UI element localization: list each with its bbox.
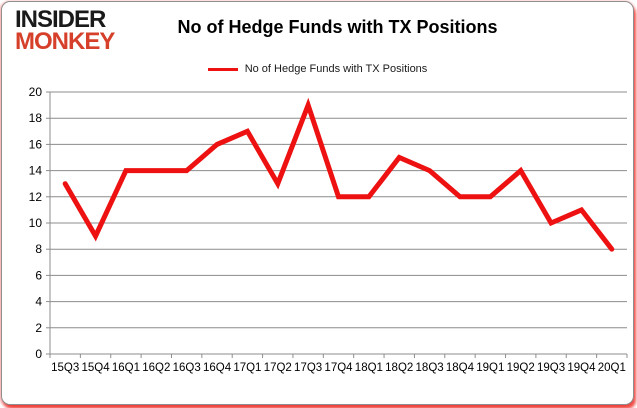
y-axis-labels: 0 2 4 6 8 10 12 14 16 18 20: [29, 85, 43, 361]
legend-label: No of Hedge Funds with TX Positions: [244, 63, 428, 75]
svg-text:16Q2: 16Q2: [142, 362, 170, 374]
svg-text:19Q2: 19Q2: [507, 362, 535, 374]
svg-text:18: 18: [29, 111, 43, 125]
svg-text:16Q1: 16Q1: [112, 362, 140, 374]
svg-text:2: 2: [35, 321, 42, 335]
svg-text:8: 8: [35, 242, 42, 256]
y-gridlines: [50, 91, 627, 355]
svg-text:14: 14: [29, 164, 43, 178]
svg-text:18Q4: 18Q4: [446, 362, 475, 374]
svg-text:17Q3: 17Q3: [294, 362, 322, 374]
logo-line-monkey: MONKEY: [15, 28, 115, 55]
svg-text:19Q3: 19Q3: [537, 362, 565, 374]
svg-text:10: 10: [29, 216, 43, 230]
x-axis-labels: 15Q3 15Q4 16Q1 16Q2 16Q3 16Q4 17Q1 17Q2 17Q3 17Q4…: [51, 362, 626, 374]
svg-text:17Q4: 17Q4: [324, 362, 353, 374]
svg-text:4: 4: [35, 295, 42, 309]
svg-text:0: 0: [35, 347, 42, 361]
svg-text:12: 12: [29, 190, 43, 204]
svg-text:18Q3: 18Q3: [416, 362, 444, 374]
svg-text:17Q2: 17Q2: [264, 362, 292, 374]
svg-text:18Q1: 18Q1: [355, 362, 383, 374]
insider-monkey-logo: INSIDER MONKEY: [15, 6, 115, 55]
svg-text:15Q4: 15Q4: [81, 362, 110, 374]
svg-text:16Q4: 16Q4: [203, 362, 232, 374]
svg-text:17Q1: 17Q1: [233, 362, 261, 374]
svg-text:18Q2: 18Q2: [385, 362, 413, 374]
svg-text:6: 6: [35, 268, 42, 282]
logo-line-insider: INSIDER: [15, 6, 106, 33]
x-axis-ticks: [49, 354, 628, 358]
data-line: [62, 97, 615, 252]
y-axis-ticks: [46, 91, 50, 355]
svg-text:16Q3: 16Q3: [173, 362, 201, 374]
legend: No of Hedge Funds with TX Positions: [2, 63, 633, 75]
svg-text:15Q3: 15Q3: [51, 362, 79, 374]
svg-text:20Q1: 20Q1: [598, 362, 626, 374]
line-chart: 0 2 4 6 8 10 12 14 16 18 20 15Q3 15Q4 16Q1 16Q2 16Q3 16Q…: [29, 85, 628, 374]
svg-text:20: 20: [29, 85, 43, 99]
svg-text:16: 16: [29, 137, 43, 151]
svg-text:19Q4: 19Q4: [567, 362, 596, 374]
svg-text:19Q1: 19Q1: [476, 362, 504, 374]
legend-line-swatch: [207, 67, 238, 71]
page-title: No of Hedge Funds with TX Positions: [177, 17, 498, 37]
